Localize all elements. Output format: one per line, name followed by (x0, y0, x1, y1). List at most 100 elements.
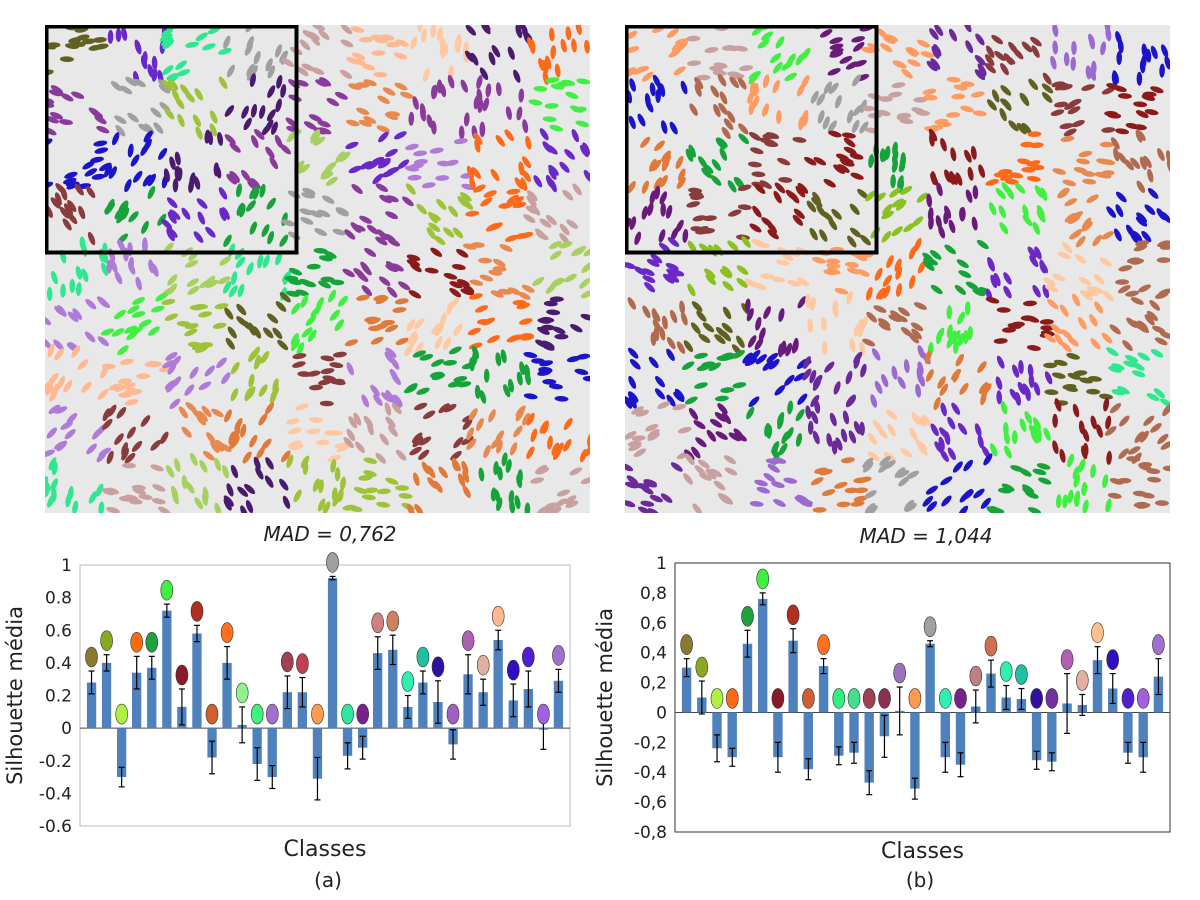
leaf-point (449, 281, 463, 289)
leaf-point (570, 324, 583, 333)
leaf-point (199, 459, 208, 473)
bar (1092, 660, 1103, 713)
leaf-point (667, 273, 680, 283)
leaf-point (1094, 301, 1103, 314)
leaf-point (1165, 150, 1170, 164)
leaf-point (328, 289, 337, 303)
class-leaf-icon (130, 632, 143, 653)
leaf-point (1150, 45, 1158, 60)
leaf-point (79, 236, 86, 251)
leaf-point (812, 374, 823, 387)
leaf-point (1053, 359, 1068, 367)
leaf-point (546, 309, 561, 316)
leaf-point (479, 390, 487, 404)
leaf-point (772, 457, 787, 464)
subfigure-label-b: (b) (905, 868, 935, 892)
leaf-point (916, 39, 930, 48)
leaf-point (867, 432, 878, 445)
class-leaf-icon (552, 645, 565, 666)
class-leaf-icon (695, 656, 709, 678)
leaf-point (821, 211, 833, 222)
leaf-point (318, 255, 333, 262)
leaf-point (165, 465, 175, 478)
zoom-region-box-a (45, 25, 299, 255)
leaf-point (251, 346, 261, 359)
class-leaf-icon (741, 606, 754, 627)
leaf-point (337, 295, 349, 307)
leaf-point (151, 55, 158, 70)
leaf-point (348, 165, 362, 174)
leaf-point (853, 59, 867, 67)
leaf-point (88, 107, 101, 117)
leaf-point (1160, 440, 1170, 450)
leaf-point (641, 71, 654, 82)
leaf-point (850, 500, 865, 507)
leaf-point (566, 219, 579, 229)
leaf-point (159, 33, 173, 42)
leaf-point (641, 485, 654, 495)
leaf-point (1149, 300, 1161, 311)
leaf-point (854, 253, 868, 262)
leaf-point (564, 149, 575, 160)
leaf-point (864, 503, 876, 513)
leaf-point (1135, 216, 1148, 227)
leaf-point (1109, 403, 1122, 414)
leaf-point (48, 372, 59, 385)
leaf-point (1032, 221, 1040, 235)
leaf-point (340, 476, 346, 491)
leaf-point (911, 328, 922, 340)
leaf-point (124, 399, 139, 406)
leaf-point (106, 506, 120, 513)
leaf-point (355, 82, 370, 88)
leaf-point (128, 211, 139, 223)
leaf-point (521, 156, 532, 169)
leaf-point (538, 58, 546, 72)
leaf-point (1078, 277, 1092, 286)
plot-area-b (674, 562, 1171, 833)
leaf-point (306, 263, 321, 270)
leaf-point (673, 66, 686, 76)
leaf-point (505, 459, 512, 473)
leaf-point (721, 322, 733, 334)
leaf-point (872, 420, 883, 432)
leaf-point (324, 161, 337, 172)
leaf-point (417, 25, 423, 33)
leaf-point (150, 464, 164, 472)
leaf-point (64, 171, 78, 179)
leaf-point (689, 103, 698, 116)
leaf-point (523, 351, 538, 359)
leaf-point (1111, 389, 1126, 396)
leaf-point (143, 130, 153, 143)
leaf-point (520, 333, 534, 339)
leaf-point (312, 478, 320, 492)
leaf-point (465, 210, 480, 217)
bar (553, 680, 564, 729)
leaf-point (322, 375, 337, 382)
leaf-point (67, 311, 79, 323)
leaf-point (344, 339, 359, 347)
leaf-point (184, 328, 198, 337)
bar (297, 692, 307, 729)
leaf-point (951, 402, 961, 415)
leaf-point (978, 64, 986, 78)
leaf-point (409, 334, 419, 347)
leaf-point (1090, 286, 1104, 294)
leaf-point (977, 434, 984, 449)
leaf-point (806, 200, 817, 213)
leaf-point (135, 276, 142, 291)
leaf-point (733, 428, 744, 440)
bar (1047, 712, 1057, 762)
leaf-point (983, 453, 993, 466)
leaf-point (163, 168, 170, 183)
leaf-point (345, 141, 359, 150)
leaf-point (916, 110, 930, 116)
class-leaf-icon (1136, 688, 1150, 709)
leaf-point (750, 147, 764, 155)
leaf-point (45, 382, 54, 396)
leaf-point (661, 315, 668, 330)
leaf-point (1017, 158, 1032, 165)
leaf-point (229, 142, 241, 153)
leaf-point (1066, 352, 1080, 360)
leaf-point (214, 502, 222, 513)
leaf-point (195, 126, 203, 140)
